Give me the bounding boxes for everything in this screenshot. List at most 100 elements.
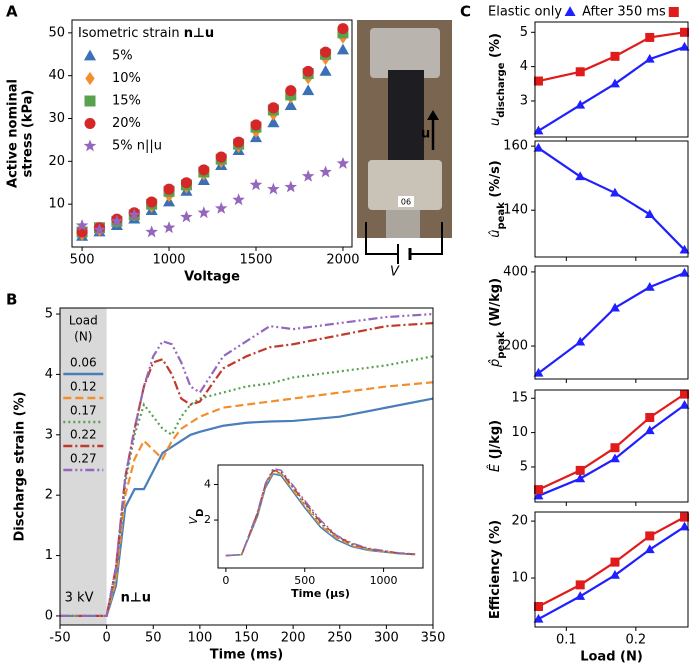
plot-area [535,512,688,627]
marker [644,544,655,554]
clamp [368,160,442,210]
marker [680,27,690,37]
marker [533,142,544,152]
marker [533,613,544,623]
marker [533,602,543,612]
legend-label: 0.27 [70,452,97,466]
y-axis-label-subscript: peak [496,202,507,230]
y-axis-label-symbol: V [187,515,200,524]
marker [645,531,655,541]
marker [163,183,175,195]
marker [214,201,228,214]
y-tick-label: 10 [511,425,528,440]
marker [533,76,543,86]
x-tick-label: 300 [374,631,399,646]
plot-frame [534,140,689,258]
y-axis-label-subscript: D [195,509,206,517]
marker [83,49,97,61]
marker [645,32,655,42]
y-tick-label: 10 [48,197,65,212]
marker [83,139,97,152]
tag-box [398,196,414,207]
y-axis-label: Active nominal [6,79,21,188]
y-axis-label-subscript: discharge [496,62,507,117]
marker [250,119,262,131]
connector [386,210,420,238]
plot-area [535,141,688,257]
marker [679,244,690,254]
plot-frame [59,307,434,626]
y-tick-label: 10 [511,571,528,586]
legend-label: 5% [112,49,133,64]
marker [336,156,350,169]
x-tick-label: 250 [327,631,352,646]
marker [575,473,586,483]
y-tick-label: 4 [204,478,211,491]
photo: 06 u V [357,20,452,280]
legend-label: Elastic only [488,5,562,20]
legend-label: 20% [112,116,141,131]
data-line [60,312,434,618]
x-tick-label: -50 [49,631,70,646]
x-tick-label: 200 [281,631,306,646]
marker [610,557,620,567]
marker [610,302,620,312]
y-axis-label-subscript: peak [496,331,507,359]
marker [302,84,315,96]
arrow-head [427,110,439,120]
y-axis-label-symbol: û [488,230,503,238]
marker [180,210,193,223]
marker [610,187,620,197]
legend-label: After 350 ms [582,5,666,20]
marker [285,85,297,97]
marker [575,591,586,600]
x-tick-label: 0.1 [556,633,577,648]
marker [198,164,210,176]
marker [644,209,655,218]
plot-frame [534,511,689,628]
marker [110,214,124,227]
marker [267,182,280,195]
marker [75,218,89,231]
marker [680,389,690,399]
y-tick-label: 3 [520,93,528,108]
arrow-label: u [421,127,430,142]
legend-title-part: n⊥u [184,26,214,41]
marker [575,465,585,475]
legend-title: Load [69,314,98,328]
marker [533,125,544,135]
legend-label: 0.06 [70,356,97,370]
y-axis-label: stress (kPa) [21,90,36,178]
marker [301,169,315,182]
y-tick-label: 50 [48,25,65,40]
marker [146,196,158,208]
marker [610,570,620,579]
data-line [60,381,434,618]
marker [680,512,690,522]
marker [644,281,655,291]
x-tick-label: 0 [222,574,229,587]
y-tick-label: 4 [520,59,528,74]
y-axis-label: p̂peak (W/kg) [488,278,507,368]
marker [302,65,314,77]
plot-frame [534,21,689,138]
y-axis-label: Ê (J/kg) [487,420,503,472]
y-tick-label: 5 [45,307,53,322]
y-axis-label: udischarge (%) [488,33,507,126]
marker [215,151,227,163]
y-axis-label-unit: (J/kg) [488,420,503,464]
marker [575,171,586,181]
marker [533,367,544,377]
y-tick-label: 200 [503,339,528,354]
y-axis-label: ûpeak (%/s) [488,160,507,238]
marker [575,580,585,590]
marker [645,412,655,422]
legend-title: (N) [74,330,92,344]
marker [668,7,679,17]
y-axis-label-symbol: Ê [487,463,503,472]
y-tick-label: 160 [503,139,528,154]
marker [84,118,96,129]
y-axis-label-symbol: p̂ [488,359,503,368]
y-axis-label-unit: Efficiency (%) [488,520,503,619]
